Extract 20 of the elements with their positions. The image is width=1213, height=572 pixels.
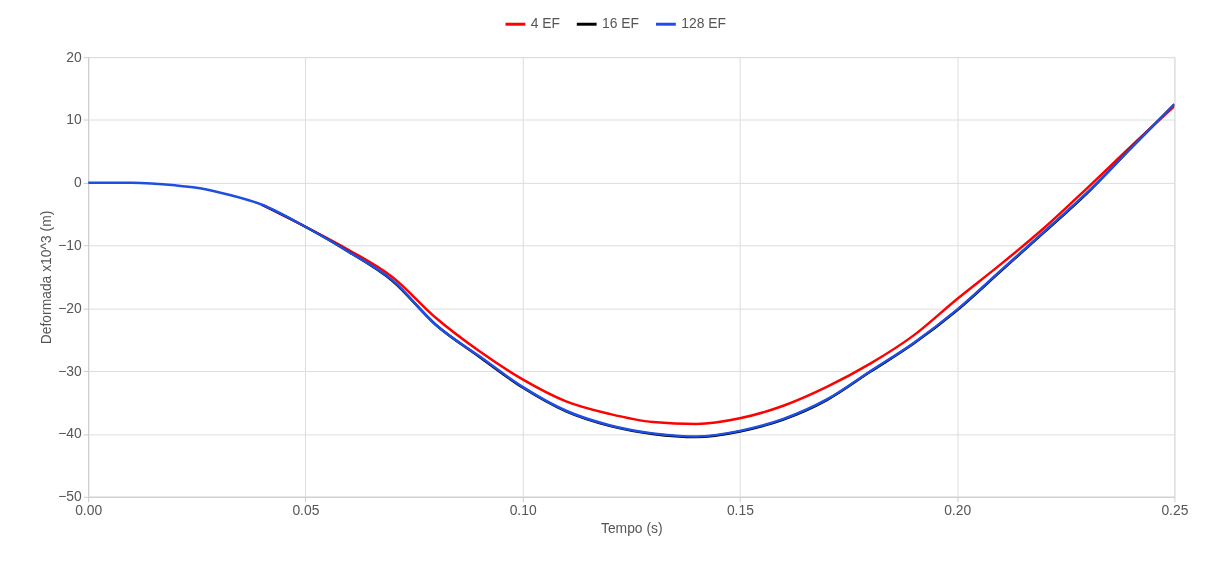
x-tick-label: 0.00	[75, 502, 103, 519]
y-tick-label: −40	[58, 425, 82, 442]
legend-label: 128 EF	[681, 15, 726, 32]
x-tick-label: 0.05	[292, 502, 320, 519]
y-tick-label: 0	[73, 174, 82, 191]
x-axis-title: Tempo (s)	[600, 519, 663, 536]
x-tick-label: 0.10	[509, 502, 537, 519]
y-tick-label: −20	[58, 299, 82, 316]
x-tick-label: 0.25	[1161, 502, 1189, 519]
line-series	[88, 103, 1175, 438]
legend-label: 4 EF	[530, 15, 561, 32]
y-tick-label: 20	[66, 48, 82, 65]
y-tick-label: 10	[66, 111, 82, 128]
y-tick-label: −10	[58, 237, 82, 254]
y-axis-title: Deformada x10^3 (m)	[38, 210, 55, 345]
x-tick-label: 0.20	[944, 502, 972, 519]
x-tick-label: 0.15	[726, 502, 755, 519]
y-tick-label: −50	[58, 488, 82, 505]
legend-label: 16 EF	[602, 15, 640, 32]
y-tick-label: −30	[58, 362, 82, 379]
